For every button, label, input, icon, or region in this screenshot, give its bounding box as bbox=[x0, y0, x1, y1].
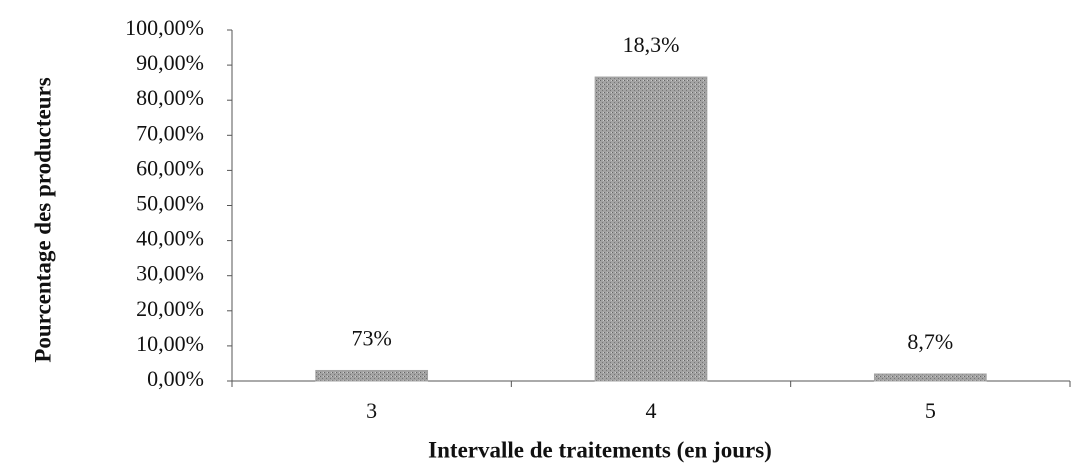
bar bbox=[315, 369, 429, 382]
annotation: 18,3% bbox=[623, 32, 680, 57]
bar bbox=[873, 373, 987, 382]
y-axis-title: Pourcentage des producteurs bbox=[30, 77, 55, 362]
y-tick-label: 20,00% bbox=[136, 296, 204, 321]
x-axis-title: Intervalle de traitements (en jours) bbox=[428, 437, 772, 462]
x-tick-label: 4 bbox=[646, 398, 657, 423]
y-tick-label: 60,00% bbox=[136, 155, 204, 180]
x-tick-label: 5 bbox=[925, 398, 936, 423]
y-tick-label: 100,00% bbox=[125, 15, 204, 40]
y-tick-label: 10,00% bbox=[136, 331, 204, 356]
annotation: 8,7% bbox=[907, 329, 953, 354]
y-tick-label: 80,00% bbox=[136, 85, 204, 110]
y-tick-label: 0,00% bbox=[147, 366, 204, 391]
y-tick-label: 90,00% bbox=[136, 50, 204, 75]
bar bbox=[594, 76, 708, 382]
y-tick-label: 50,00% bbox=[136, 191, 204, 216]
annotation: 73% bbox=[352, 326, 392, 351]
y-tick-label: 30,00% bbox=[136, 261, 204, 286]
y-tick-label: 40,00% bbox=[136, 226, 204, 251]
y-tick-label: 70,00% bbox=[136, 120, 204, 145]
x-tick-label: 3 bbox=[366, 398, 377, 423]
